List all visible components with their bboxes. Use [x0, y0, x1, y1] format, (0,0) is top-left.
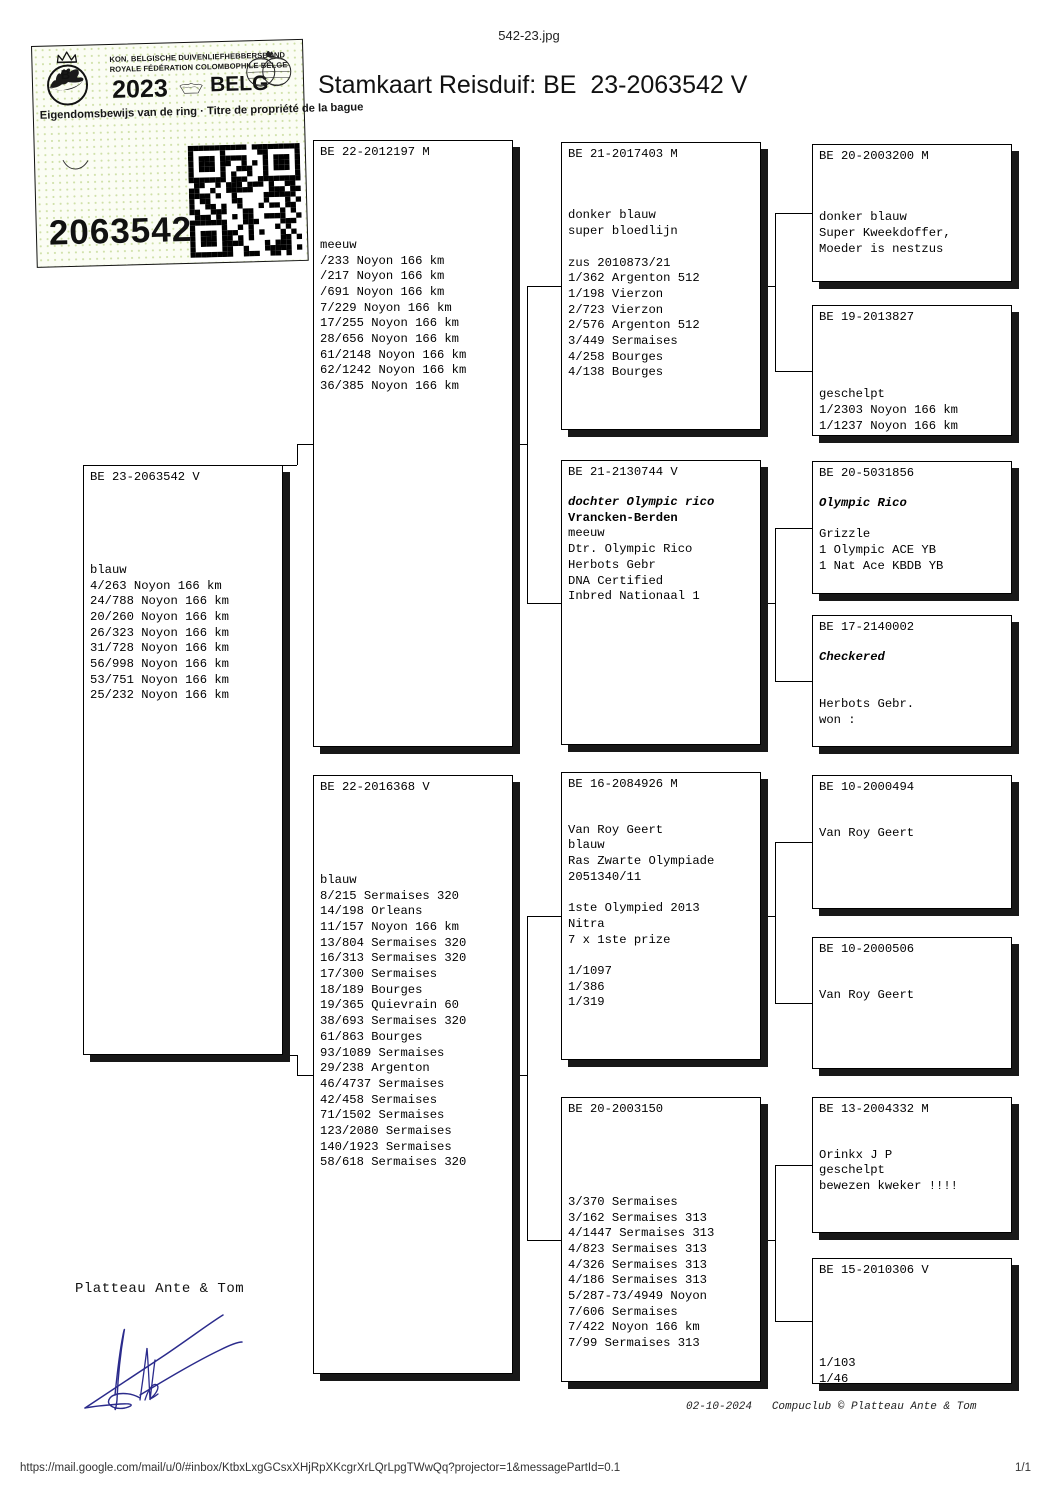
svg-text:B: B — [61, 67, 71, 82]
